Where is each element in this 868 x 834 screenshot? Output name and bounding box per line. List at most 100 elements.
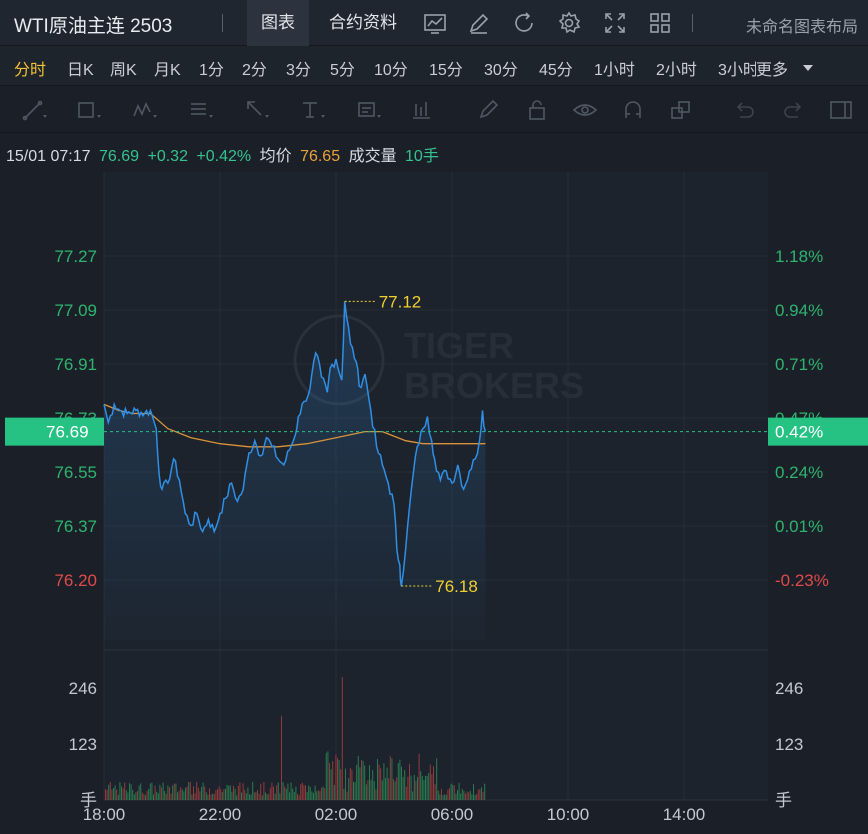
volume-bar	[113, 788, 114, 800]
volume-bar	[173, 783, 175, 800]
interval-1hour[interactable]: 1小时	[594, 62, 635, 79]
text-icon[interactable]	[300, 98, 326, 122]
interval-3min[interactable]: 3分	[286, 62, 311, 79]
volume-bar	[279, 793, 281, 800]
interval-10min[interactable]: 10分	[374, 62, 408, 79]
gear-icon[interactable]	[557, 11, 581, 35]
tab-chart[interactable]: 图表	[247, 0, 309, 46]
chart-type-icon[interactable]	[423, 11, 447, 35]
volume-bar	[372, 770, 374, 800]
volume-bar	[129, 783, 130, 800]
volume-bar	[396, 777, 398, 800]
interval-15min[interactable]: 15分	[429, 62, 463, 79]
volume-bar	[383, 763, 385, 800]
volume-bar	[391, 758, 393, 800]
volume-bar	[217, 789, 218, 800]
quote-price: 76.69	[98, 148, 140, 165]
volume-bar	[140, 783, 142, 800]
avg-price-label: 均价	[259, 148, 292, 165]
undo-icon[interactable]	[732, 98, 758, 122]
text-lines-icon[interactable]	[188, 98, 214, 122]
interval-1min[interactable]: 1分	[199, 62, 224, 79]
volume-bar	[266, 794, 268, 800]
y-tick-label: 76.55	[54, 463, 97, 482]
grid-layout-icon[interactable]	[648, 11, 672, 35]
interval-intraday[interactable]: 分时	[14, 56, 47, 90]
bar-icon[interactable]	[410, 98, 436, 122]
refresh-icon[interactable]	[512, 11, 536, 35]
sidebar-icon[interactable]	[828, 98, 854, 122]
rectangle-icon[interactable]	[76, 98, 102, 122]
y-tick-label: 77.27	[54, 247, 97, 266]
magnet-icon[interactable]	[620, 98, 646, 122]
volume-tick-label-left: 123	[69, 735, 97, 754]
arrow-icon[interactable]	[244, 98, 270, 122]
volume-bar	[428, 773, 430, 800]
volume-bar	[148, 788, 150, 800]
interval-3hour[interactable]: 3小时	[718, 62, 756, 79]
interval-2min[interactable]: 2分	[242, 62, 267, 79]
volume-bar	[180, 787, 182, 800]
interval-more[interactable]: 更多	[756, 62, 789, 79]
pct-tick-label: 1.18%	[775, 247, 823, 266]
volume-bar	[341, 677, 343, 800]
volume-bar	[109, 782, 111, 800]
volume-bar	[284, 786, 286, 800]
eye-icon[interactable]	[572, 98, 598, 122]
intraday-chart[interactable]: TIGER BROKERS 77.12 76.18 77.27 77.09 76.91…	[0, 170, 868, 834]
volume-bar	[335, 754, 337, 800]
volume-bar	[138, 785, 140, 800]
volume-bar	[415, 780, 417, 800]
trend-line-icon[interactable]	[22, 98, 48, 122]
symbol-title[interactable]: WTI原油主连 2503	[14, 16, 173, 37]
volume-bar	[145, 795, 146, 800]
volume-bar	[359, 767, 361, 800]
volume-bar	[420, 771, 422, 800]
volume-bar	[441, 788, 442, 800]
layers-icon[interactable]	[668, 98, 694, 122]
volume-bar	[378, 764, 380, 800]
volume-bar	[405, 786, 407, 800]
volume-bar	[479, 789, 481, 800]
volume-bar	[317, 790, 319, 800]
volume-bar	[108, 784, 110, 800]
volume-bar	[111, 789, 113, 800]
volume-bar	[401, 766, 402, 800]
volume-tick-label-right: 手	[775, 791, 792, 810]
interval-month[interactable]: 月K	[154, 62, 181, 79]
volume-bar	[453, 785, 455, 800]
interval-week[interactable]: 周K	[110, 62, 137, 79]
volume-bar	[271, 782, 273, 800]
volume-bar	[242, 783, 244, 800]
x-tick-label: 18:00	[83, 805, 126, 824]
volume-bar	[121, 786, 122, 800]
interval-5min[interactable]: 5分	[330, 62, 355, 79]
image-text-icon[interactable]	[356, 98, 382, 122]
tab-contract-info[interactable]: 合约资料	[329, 13, 397, 32]
volume-bar	[421, 775, 423, 800]
interval-45min[interactable]: 45分	[539, 62, 573, 79]
chevron-down-icon[interactable]	[802, 60, 814, 78]
volume-bar	[146, 790, 148, 800]
volume-bar	[297, 794, 298, 800]
pencil-icon[interactable]	[467, 11, 491, 35]
volume-bar	[245, 793, 247, 800]
redo-icon[interactable]	[780, 98, 806, 122]
interval-30min[interactable]: 30分	[484, 62, 518, 79]
volume-bar	[386, 767, 388, 800]
wave-icon[interactable]	[132, 98, 158, 122]
layout-name[interactable]: 未命名图表布局	[745, 19, 858, 36]
interval-day[interactable]: 日K	[67, 62, 94, 79]
lock-icon[interactable]	[524, 98, 550, 122]
volume-bar	[137, 791, 138, 800]
volume-bar	[333, 785, 335, 800]
volume-bar	[474, 795, 476, 800]
interval-2hour[interactable]: 2小时	[656, 62, 697, 79]
pen-icon[interactable]	[476, 98, 502, 122]
volume-bar	[153, 794, 154, 800]
fullscreen-icon[interactable]	[603, 11, 627, 35]
price-line	[103, 301, 487, 587]
volume-bar	[442, 795, 444, 800]
volume-bar	[353, 781, 354, 800]
volume-bar	[305, 785, 306, 800]
